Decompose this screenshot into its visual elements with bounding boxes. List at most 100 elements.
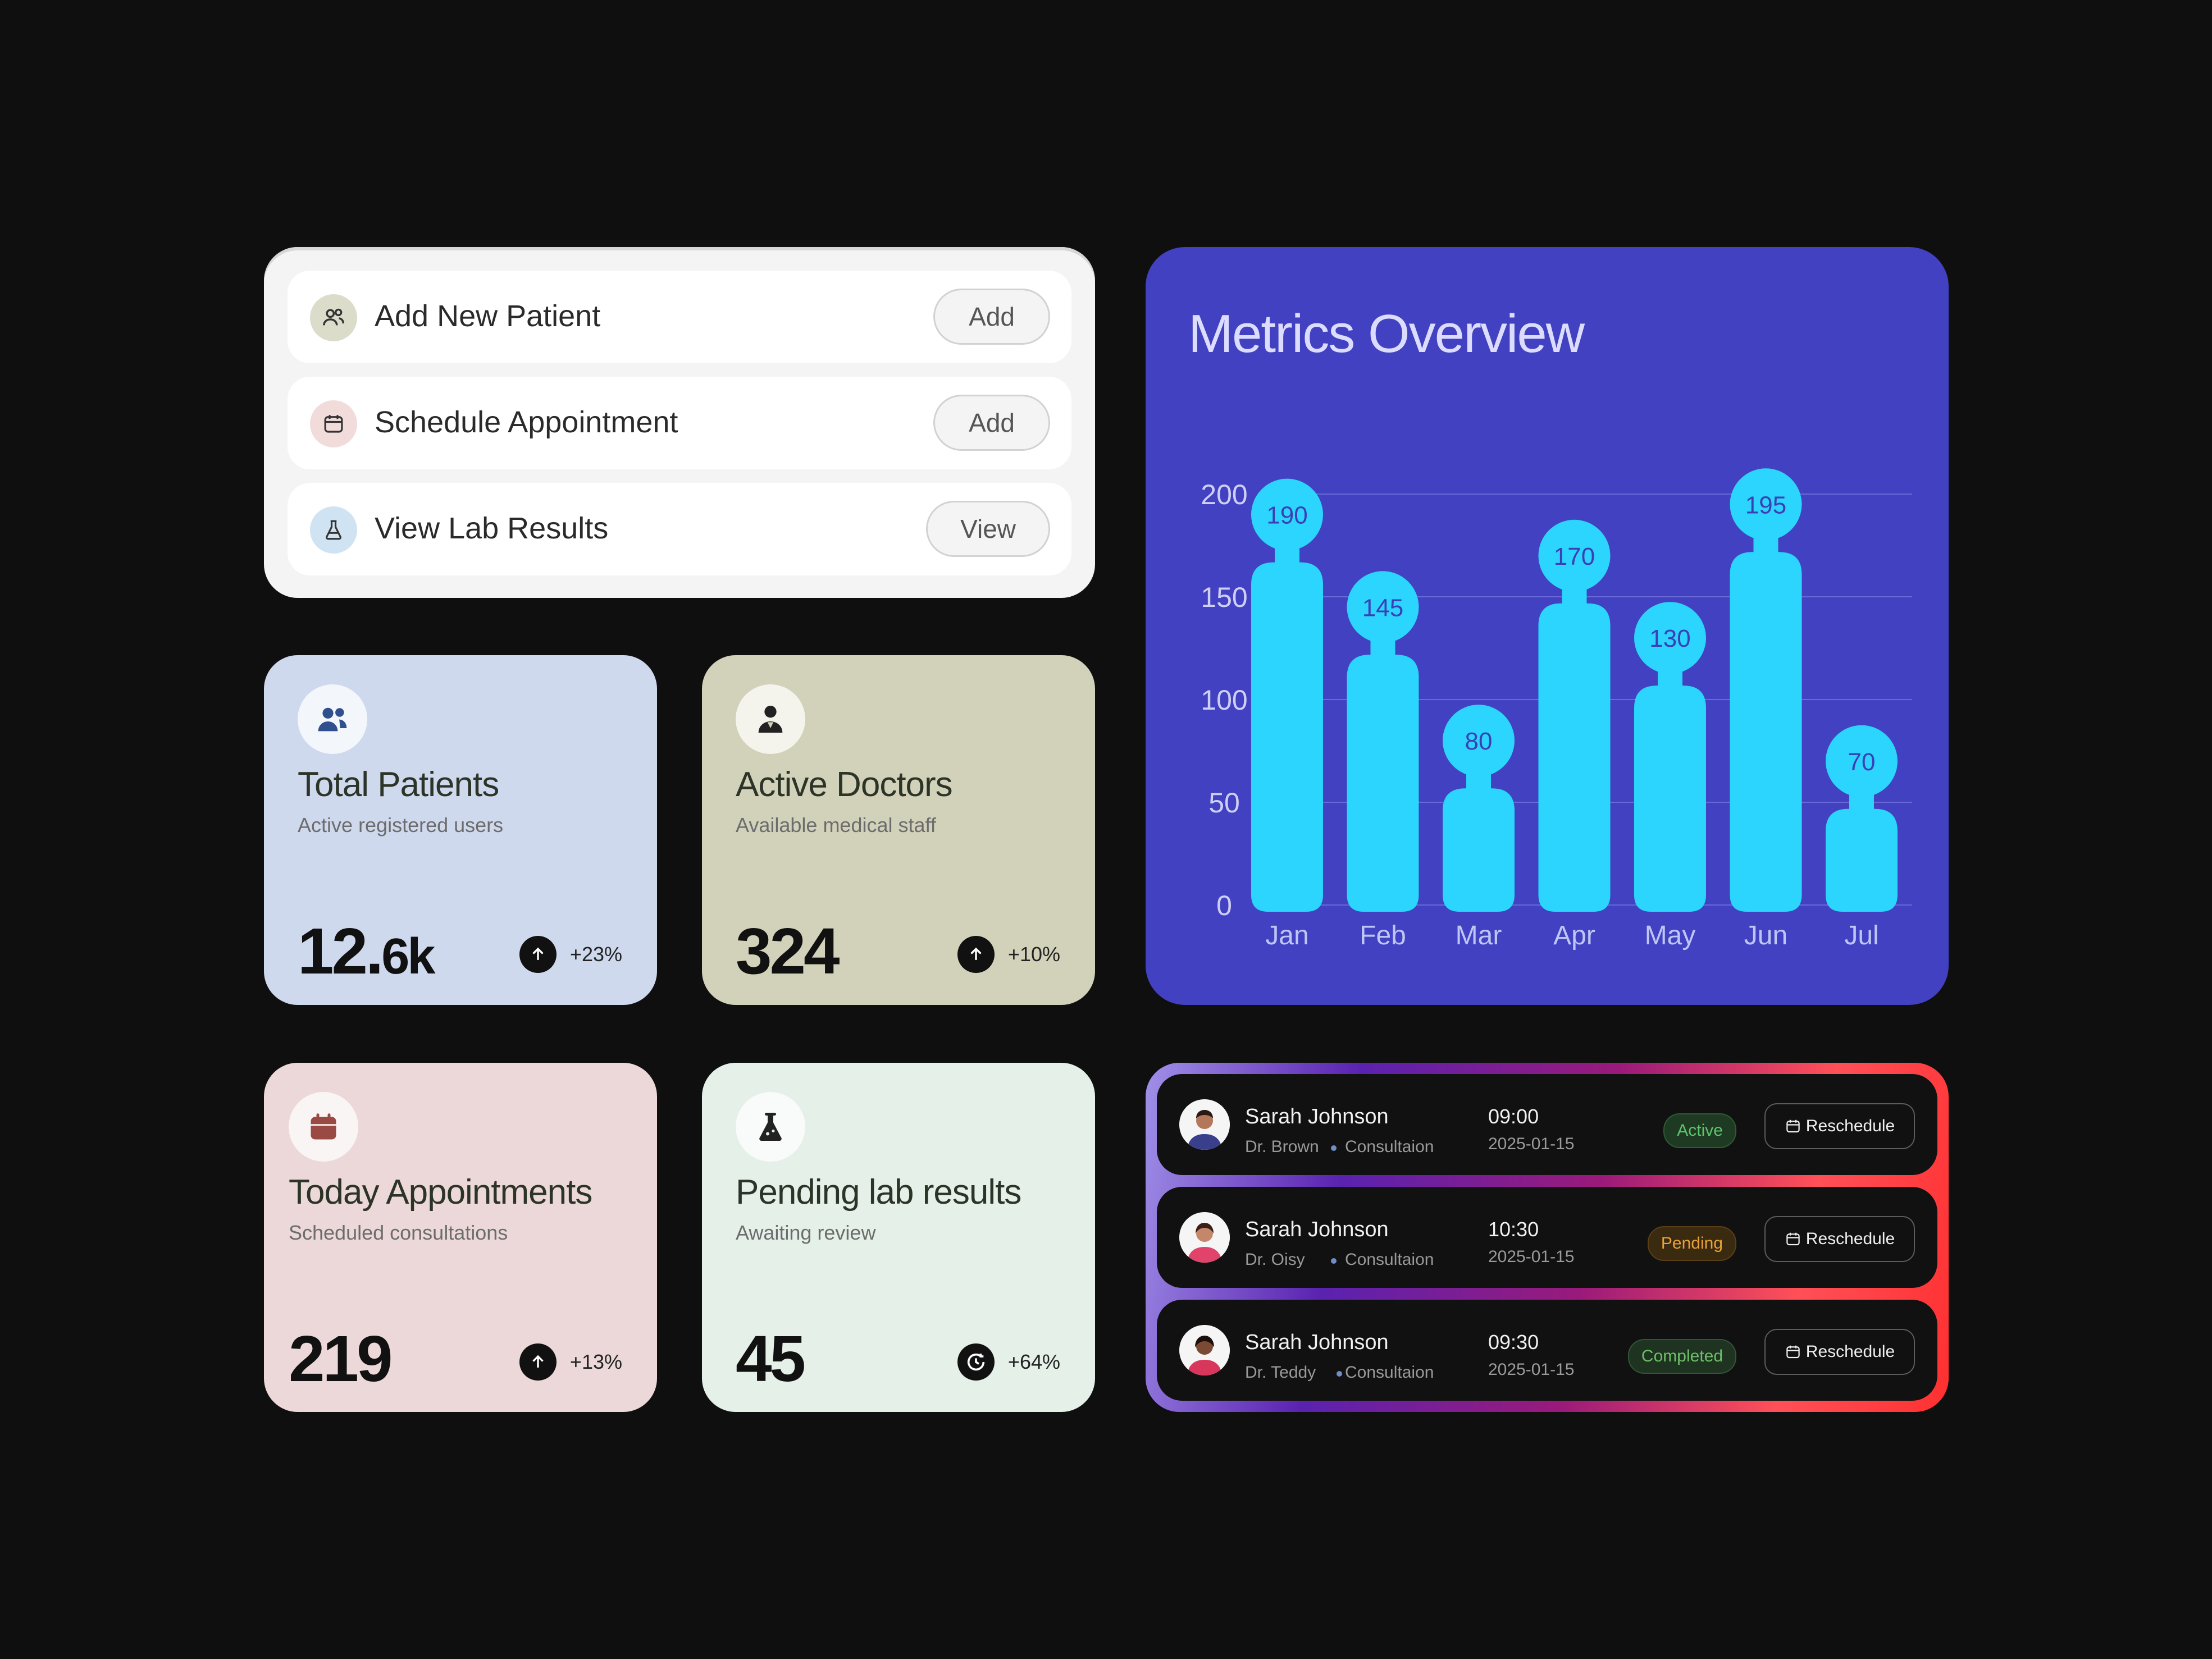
metric-value-main: 45 <box>736 1322 806 1395</box>
appointment-date: 2025-01-15 <box>1488 1360 1575 1379</box>
flask-icon <box>310 506 357 554</box>
bar-value-bubble <box>1538 519 1611 592</box>
chart-title: Metrics Overview <box>1188 304 1585 364</box>
metric-value: 12.6k <box>298 913 435 989</box>
y-tick-label: 100 <box>1201 684 1247 716</box>
y-tick-label: 150 <box>1201 582 1247 613</box>
bar-chart: 200 150 100 50 0 190 Jan 145 Feb 80 Mar 170 Apr 130 Ma… <box>1201 468 1912 950</box>
reschedule-button[interactable]: Reschedule <box>1764 1216 1915 1262</box>
trend-percent: +13% <box>569 1350 622 1373</box>
reschedule-button[interactable]: Reschedule <box>1764 1329 1915 1375</box>
bar <box>1538 603 1611 912</box>
appointment-time: 09:00 <box>1488 1105 1539 1128</box>
y-tick-label: 0 <box>1216 890 1232 921</box>
bar-value-label: 195 <box>1745 491 1786 519</box>
separator-dot <box>1331 1145 1337 1151</box>
avatar <box>1179 1212 1230 1263</box>
action-label: Schedule Appointment <box>375 405 678 439</box>
metric-card-active-doctors: Active Doctors Available medical staff 3… <box>702 655 1095 1005</box>
schedule-appointment-button[interactable]: Add <box>933 395 1050 451</box>
arrow-up-icon <box>519 936 557 973</box>
appointment-date: 2025-01-15 <box>1488 1247 1575 1266</box>
bar-value-bubble <box>1251 478 1323 551</box>
view-lab-results-button[interactable]: View <box>926 501 1050 557</box>
appointment-time: 09:30 <box>1488 1331 1539 1354</box>
status-badge: Active <box>1663 1113 1736 1148</box>
metric-value: 45 <box>736 1321 806 1396</box>
bar <box>1251 562 1323 912</box>
status-badge: Completed <box>1627 1339 1736 1374</box>
metric-value-main: 219 <box>289 1322 393 1395</box>
bar-value-label: 80 <box>1465 728 1493 755</box>
reschedule-label: Reschedule <box>1805 1230 1895 1248</box>
metric-subtitle: Available medical staff <box>736 813 936 837</box>
x-tick-label: Mar <box>1456 921 1502 950</box>
calendar-icon <box>289 1092 358 1162</box>
appointment-date: 2025-01-15 <box>1488 1135 1575 1153</box>
y-tick-label: 50 <box>1208 787 1240 819</box>
doctor-name: Dr. Brown <box>1245 1137 1319 1156</box>
arrow-up-icon <box>957 936 995 973</box>
x-tick-label: May <box>1645 921 1696 950</box>
metric-value: 219 <box>289 1321 393 1396</box>
calendar-icon <box>310 400 357 447</box>
bar-value-bubble <box>1634 602 1706 674</box>
bar-value-label: 170 <box>1554 543 1595 570</box>
metric-card-total-patients: Total Patients Active registered users 1… <box>264 655 657 1005</box>
action-add-new-patient: Add New Patient Add <box>288 271 1071 363</box>
y-tick-label: 200 <box>1201 479 1247 510</box>
arrow-up-icon <box>519 1343 557 1381</box>
appointment-type: Consultaion <box>1345 1250 1434 1269</box>
x-tick-label: Apr <box>1553 921 1595 950</box>
appointment-row[interactable]: Sarah Johnson Dr. Brown Consultaion 09:0… <box>1157 1074 1937 1175</box>
metric-trend: +23% <box>519 936 622 973</box>
bar <box>1443 788 1515 912</box>
metric-subtitle: Scheduled consultations <box>289 1221 508 1244</box>
appointment-row[interactable]: Sarah Johnson Dr. Teddy Consultaion 09:3… <box>1157 1300 1937 1401</box>
metric-trend: +10% <box>957 936 1060 973</box>
calendar-icon <box>1786 1232 1800 1246</box>
x-tick-label: Jun <box>1744 921 1787 950</box>
doctor-name: Dr. Teddy <box>1245 1363 1316 1382</box>
metric-subtitle: Active registered users <box>298 813 504 837</box>
metric-value: 324 <box>736 913 840 989</box>
metric-trend: +13% <box>519 1343 622 1381</box>
reschedule-button[interactable]: Reschedule <box>1764 1103 1915 1149</box>
quick-actions-card: Add New Patient Add Schedule Appointment… <box>264 247 1095 598</box>
clock-refresh-icon <box>957 1343 995 1381</box>
users-icon <box>310 294 357 341</box>
metric-subtitle: Awaiting review <box>736 1221 876 1244</box>
bar <box>1347 655 1419 912</box>
action-label: Add New Patient <box>375 299 601 333</box>
bar-value-bubble <box>1730 468 1802 541</box>
trend-percent: +23% <box>569 943 622 966</box>
trend-percent: +64% <box>1007 1350 1060 1373</box>
doctor-icon <box>736 684 805 754</box>
action-label: View Lab Results <box>375 511 609 545</box>
metric-value-main: 12. <box>298 915 384 988</box>
appointment-row[interactable]: Sarah Johnson Dr. Oisy Consultaion 10:30… <box>1157 1187 1937 1288</box>
doctor-name: Dr. Oisy <box>1245 1250 1305 1269</box>
metric-title: Today Appointments <box>289 1173 592 1212</box>
metric-value-suffix: 6k <box>381 929 435 985</box>
appointments-list: Sarah Johnson Dr. Brown Consultaion 09:0… <box>1146 1063 1949 1412</box>
patient-name: Sarah Johnson <box>1245 1218 1389 1241</box>
status-badge: Pending <box>1647 1226 1736 1261</box>
bar <box>1826 808 1898 912</box>
avatar <box>1179 1325 1230 1375</box>
action-view-lab-results: View Lab Results View <box>288 483 1071 575</box>
reschedule-label: Reschedule <box>1805 1342 1895 1361</box>
appointment-type: Consultaion <box>1345 1137 1434 1156</box>
metric-title: Active Doctors <box>736 765 953 804</box>
calendar-icon <box>1786 1345 1800 1359</box>
bar-value-label: 190 <box>1266 502 1307 529</box>
appointment-type: Consultaion <box>1345 1363 1434 1382</box>
separator-dot <box>1331 1258 1337 1264</box>
patient-name: Sarah Johnson <box>1245 1331 1389 1354</box>
add-patient-button[interactable]: Add <box>933 289 1050 345</box>
bar <box>1634 685 1706 912</box>
x-tick-label: Jan <box>1265 921 1308 950</box>
x-tick-label: Feb <box>1360 921 1406 950</box>
reschedule-label: Reschedule <box>1805 1117 1895 1135</box>
bar-value-label: 130 <box>1649 625 1690 652</box>
